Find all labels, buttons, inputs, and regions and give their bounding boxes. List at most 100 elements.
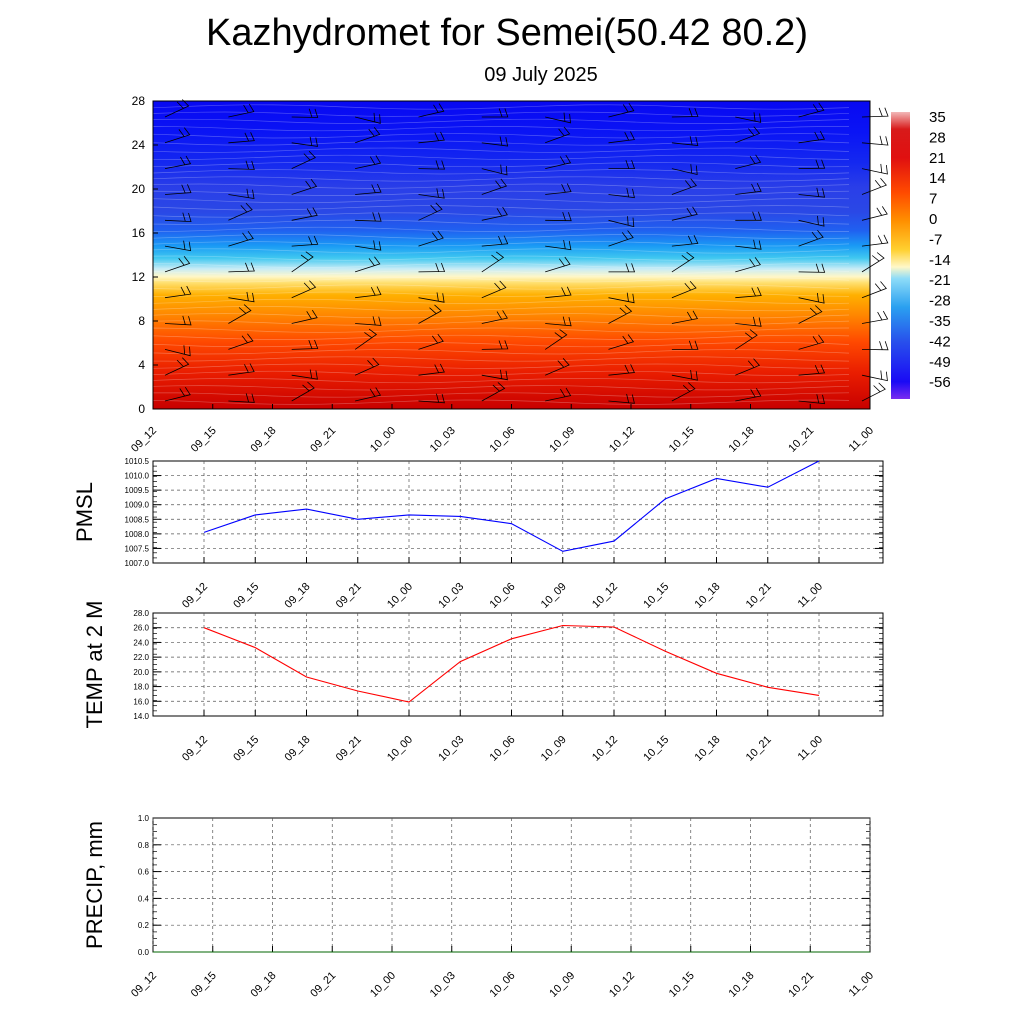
wind-barb [798, 394, 826, 405]
wind-barb [608, 102, 635, 118]
contour-line [152, 205, 850, 211]
wind-barb [545, 154, 572, 169]
heatmap-x-tick-label: 10_00 [368, 425, 398, 455]
wind-barb [228, 304, 252, 324]
wind-barb [418, 363, 445, 376]
wind-barb [481, 251, 505, 273]
y-axis-label: PRECIP, mm [82, 821, 107, 949]
heatmap-x-tick-label: 11_00 [847, 425, 877, 455]
wind-barb [291, 136, 318, 147]
wind-barb [481, 235, 509, 247]
contour-line [152, 154, 850, 160]
y-tick-label: 1009.5 [125, 486, 150, 495]
y-tick-label: 1008.0 [125, 530, 150, 539]
y-tick-label: 0.8 [138, 841, 150, 850]
x-tick-label: 10_00 [385, 581, 415, 611]
y-tick-label: 1007.5 [125, 544, 150, 553]
y-tick-label: 1007.0 [125, 559, 150, 568]
wind-barb [735, 239, 762, 250]
plot-frame [152, 612, 884, 717]
y-tick-label: 0.0 [138, 948, 150, 957]
wind-barb [545, 256, 571, 273]
x-tick-label: 10_18 [693, 734, 723, 764]
wind-barb [291, 178, 318, 195]
x-tick-label: 10_00 [385, 734, 415, 764]
heatmap-y-tick-label: 16 [132, 226, 146, 240]
contour-line [152, 234, 850, 240]
wind-barb [228, 202, 253, 221]
heatmap-y-tick-label: 24 [132, 138, 146, 152]
y-tick-label: 1008.5 [125, 515, 150, 524]
colorbar-label: -56 [929, 374, 951, 391]
heatmap-y-tick-label: 20 [132, 182, 146, 196]
wind-barb [608, 364, 635, 376]
wind-barb [481, 280, 507, 299]
wind-barb [798, 159, 826, 169]
colorbar-label: -42 [929, 333, 951, 350]
wind-barb [228, 262, 255, 273]
wind-barb [671, 235, 699, 247]
contour-line [152, 349, 850, 355]
x-tick-label: 09_21 [308, 970, 338, 1000]
contour-line [152, 126, 850, 132]
wind-barb [481, 340, 509, 350]
wind-barb [228, 103, 255, 118]
wind-barb [164, 240, 192, 252]
wind-barb [608, 304, 633, 324]
heatmap-x-tick-label: 09_21 [308, 425, 338, 455]
heatmap-x-tick-label: 09_12 [129, 425, 159, 455]
x-tick-label: 10_09 [539, 734, 569, 764]
wind-barb [291, 369, 318, 380]
wind-barb [164, 345, 191, 357]
wind-barb [671, 107, 699, 118]
wind-barb [418, 103, 445, 118]
x-tick-label: 10_03 [428, 970, 458, 1000]
heatmap-x-tick-label: 10_03 [428, 425, 458, 455]
contour-line [152, 262, 850, 268]
x-tick-label: 09_12 [180, 734, 210, 764]
wind-barb [354, 328, 378, 350]
colorbar-label: -21 [929, 272, 951, 289]
wind-barb [291, 108, 319, 118]
wind-barb [291, 280, 317, 299]
wind-barb [861, 310, 889, 324]
x-tick-label: 10_03 [436, 734, 466, 764]
wind-barb [735, 126, 761, 144]
colorbar-label: 14 [929, 170, 946, 187]
heatmap-x-tick-label: 10_15 [667, 425, 697, 455]
heatmap-y-tick-label: 8 [138, 314, 145, 328]
x-tick-label: 10_06 [488, 581, 518, 611]
x-tick-label: 10_12 [590, 734, 620, 764]
heatmap-x-tick-label: 10_06 [488, 425, 518, 455]
x-tick-label: 10_00 [368, 970, 398, 1000]
contour-line [152, 291, 850, 297]
wind-barb [735, 358, 761, 376]
contour-line [152, 118, 850, 124]
x-tick-label: 10_21 [786, 970, 816, 1000]
wind-barb [545, 240, 572, 251]
wind-barb [164, 99, 190, 118]
contour-line [152, 190, 850, 196]
contour-line [152, 313, 850, 319]
wind-barb [545, 126, 571, 144]
wind-barb [418, 333, 444, 350]
contour-line [152, 219, 850, 225]
wind-barb [608, 263, 636, 273]
chart-subtitle: 09 July 2025 [484, 64, 598, 86]
contour-line [152, 399, 850, 405]
x-tick-label: 11_00 [796, 734, 826, 764]
colorbar-label: 35 [929, 109, 946, 126]
contour-line [152, 198, 850, 204]
wind-barb [798, 102, 825, 118]
wind-barb [671, 164, 698, 176]
contour-line [152, 378, 850, 384]
wind-barb [798, 187, 826, 198]
wind-barb [861, 107, 889, 118]
wind-barb [735, 287, 762, 299]
wind-barb [735, 112, 762, 123]
wind-barb [355, 112, 381, 124]
contour-line [152, 147, 850, 153]
colorbar-label: -28 [929, 293, 951, 310]
panel-3: 0.0 0.2 0.4 0.6 0.8 1.0 09_12 09_15 09_18 09_21 10… [82, 814, 876, 1000]
x-tick-label: 09_18 [283, 734, 313, 764]
